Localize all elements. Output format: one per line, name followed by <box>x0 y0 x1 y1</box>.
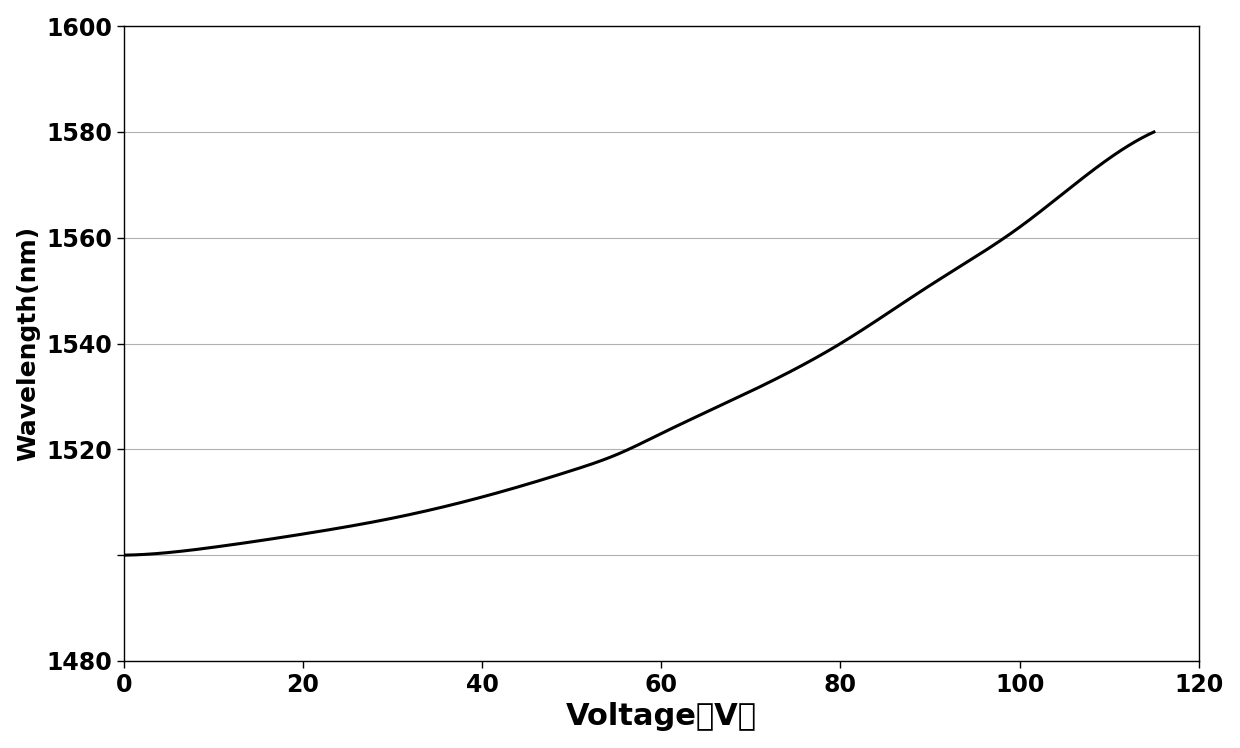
X-axis label: Voltage（V）: Voltage（V） <box>565 702 756 732</box>
Y-axis label: Wavelength(nm): Wavelength(nm) <box>16 226 41 461</box>
